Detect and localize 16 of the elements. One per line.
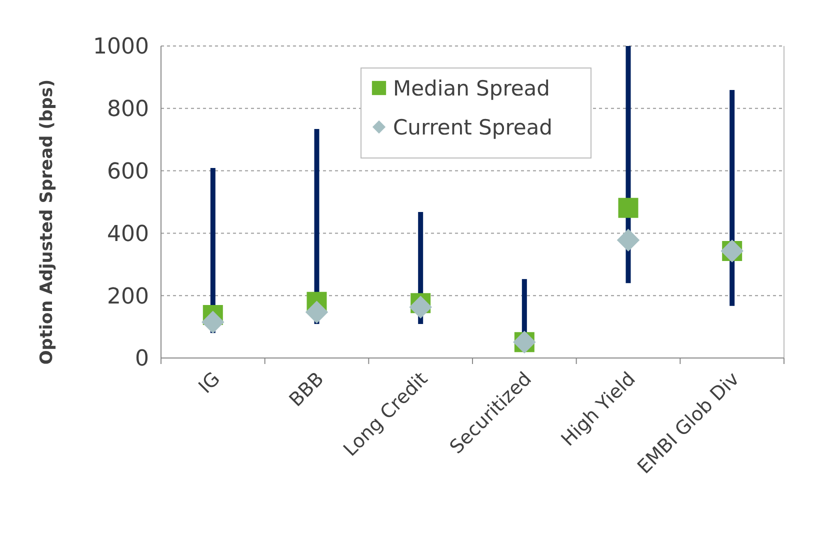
legend-label: Median Spread xyxy=(393,76,550,100)
y-tick-label: 600 xyxy=(107,160,149,184)
x-tick-label: IG xyxy=(194,368,224,398)
point xyxy=(305,300,328,324)
point xyxy=(409,296,432,319)
y-tick-label: 0 xyxy=(135,346,149,372)
point xyxy=(202,310,224,334)
y-tick-label: 400 xyxy=(107,222,149,247)
bar xyxy=(730,90,735,306)
point xyxy=(618,198,638,218)
y-tick-label: 800 xyxy=(107,97,149,122)
legend-label: Current Spread xyxy=(393,115,552,140)
point xyxy=(616,228,640,252)
y-tick-label: 200 xyxy=(107,284,149,310)
y-tick-label: 1000 xyxy=(93,34,149,60)
y-axis-title: Option Adjusted Spread (bps) xyxy=(37,79,57,365)
